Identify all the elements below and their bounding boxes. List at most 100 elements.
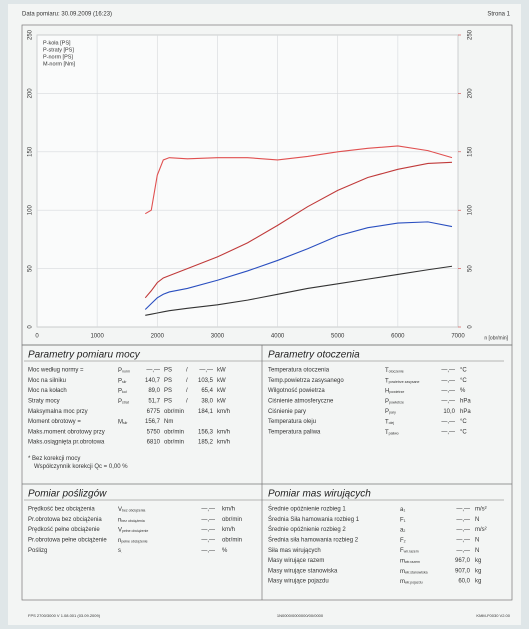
symbol-sub: otoczenie: [389, 369, 404, 373]
symbol: Vbez obciążenia: [118, 507, 145, 513]
section-title: Parametry pomiaru mocy: [28, 350, 141, 361]
symbol: Pstrat: [118, 398, 129, 404]
note: Współczynnik korekcji Qc = 0,00 %: [34, 464, 128, 470]
row-cell: —,—: [441, 388, 455, 394]
y2-tick-label: 250: [468, 29, 474, 40]
footer-right: KMM-F0030 V2.00: [476, 613, 510, 618]
series-line: [144, 145, 453, 215]
row-cell: m/s²: [475, 507, 487, 513]
row-label: Średnie opóźnienie rozbieg 1: [268, 505, 346, 513]
series-line: [144, 221, 453, 310]
row-label: Średnia siła hamowania rozbieg 2: [268, 535, 359, 543]
row-label: Moc na silniku: [28, 378, 66, 384]
symbol-main: T: [385, 368, 389, 374]
row-cell: kW: [217, 398, 226, 404]
symbol-sub: 2: [404, 539, 406, 543]
row-cell: km/h: [217, 429, 230, 435]
row-cell: Nm: [164, 419, 173, 425]
symbol-sub: bez obciążenia: [121, 519, 144, 523]
note: * Bez korekcji mocy: [28, 456, 80, 462]
row-cell: PS: [164, 368, 172, 374]
symbol-sub: silr: [122, 380, 127, 384]
header-right: Strona 1: [487, 12, 510, 18]
row-label: Masy wirujące pojazdu: [268, 579, 329, 585]
symbol-sub: olej: [389, 421, 395, 425]
row-cell: /: [186, 398, 188, 404]
row-cell: 156,3: [198, 429, 214, 435]
y-tick-label: 0: [28, 325, 34, 329]
row-cell: obr/min: [222, 537, 242, 543]
symbol: mwir.razem: [400, 558, 420, 564]
row-cell: kg: [475, 558, 481, 564]
symbol-main: a: [400, 527, 404, 533]
symbol-sub: pełne obciążenie: [122, 529, 148, 533]
row-cell: %: [460, 388, 466, 394]
y2-tick-label: 0: [468, 325, 474, 329]
row-cell: obr/min: [164, 440, 184, 446]
symbol-main: s: [118, 548, 121, 554]
symbol-main: F: [400, 537, 404, 543]
row-cell: —,—: [441, 429, 455, 435]
row-cell: —,—: [456, 527, 470, 533]
row-cell: obr/min: [164, 429, 184, 435]
row-label: Poślizg: [28, 548, 47, 554]
row-label: Straty mocy: [28, 398, 60, 404]
y-tick-label: 150: [28, 146, 34, 157]
symbol-main: P: [118, 388, 122, 394]
section-title: Pomiar mas wirujących: [268, 489, 371, 500]
legend-entry: P-koła [PS]: [43, 40, 71, 46]
row-cell: °C: [460, 419, 467, 425]
symbol-sub: pary: [389, 411, 396, 415]
row-cell: 89,0: [148, 388, 160, 394]
symbol-main: n: [118, 517, 121, 523]
row-cell: —,—: [441, 419, 455, 425]
x-axis-label: n [obr/min]: [484, 335, 508, 341]
x-tick-label: 5000: [331, 334, 345, 340]
row-cell: 38,0: [201, 398, 213, 404]
row-cell: km/h: [217, 440, 230, 446]
symbol: Pkoł: [118, 388, 127, 394]
y2-tick-label: 100: [468, 205, 474, 216]
row-cell: %: [222, 548, 228, 554]
legend-entry: P-norm [PS]: [43, 54, 73, 60]
row-cell: °C: [460, 429, 467, 435]
symbol-main: a: [400, 507, 404, 513]
symbol: F2: [400, 537, 406, 543]
row-cell: PS: [164, 378, 172, 384]
row-cell: 6810: [147, 440, 161, 446]
symbol-main: m: [400, 579, 405, 585]
row-label: Pr.obrotowa pełne obciążenie: [28, 537, 107, 543]
symbol-main: m: [400, 568, 405, 574]
symbol-main: T: [385, 419, 389, 425]
row-cell: 10,0: [443, 409, 455, 415]
row-label: Moment obrotowy =: [28, 419, 81, 425]
row-cell: km/h: [217, 409, 230, 415]
symbol-main: n: [118, 537, 121, 543]
x-tick-label: 1000: [90, 334, 104, 340]
symbol-sub: koł: [122, 390, 127, 394]
row-label: Ciśnienie pary: [268, 409, 306, 415]
series-line: [144, 161, 453, 299]
symbol-sub: powietrze: [389, 400, 404, 404]
symbol-sub: wir.razem: [404, 550, 419, 554]
row-label: Wilgotność powietrza: [268, 388, 325, 394]
row-cell: —,—: [441, 398, 455, 404]
row-cell: —,—: [146, 368, 160, 374]
plot-area: [36, 34, 459, 328]
symbol-sub: 1: [404, 519, 406, 523]
row-cell: —,—: [199, 368, 213, 374]
y2-tick-label: 200: [468, 88, 474, 99]
row-label: Moc według normy =: [28, 368, 84, 374]
row-cell: N: [475, 548, 479, 554]
row-cell: —,—: [456, 507, 470, 513]
symbol-sub: powietrze zasysane: [389, 380, 420, 384]
symbol: npełne obciążenie: [118, 537, 148, 543]
row-cell: 185,2: [198, 440, 214, 446]
row-label: Maks.moment obrotowy przy: [28, 429, 105, 435]
symbol: F1: [400, 517, 406, 523]
row-cell: obr/min: [222, 517, 242, 523]
section-title: Pomiar poślizgów: [28, 489, 107, 500]
symbol-main: V: [118, 507, 122, 513]
row-label: Moc na kołach: [28, 388, 67, 394]
symbol-main: V: [118, 527, 122, 533]
